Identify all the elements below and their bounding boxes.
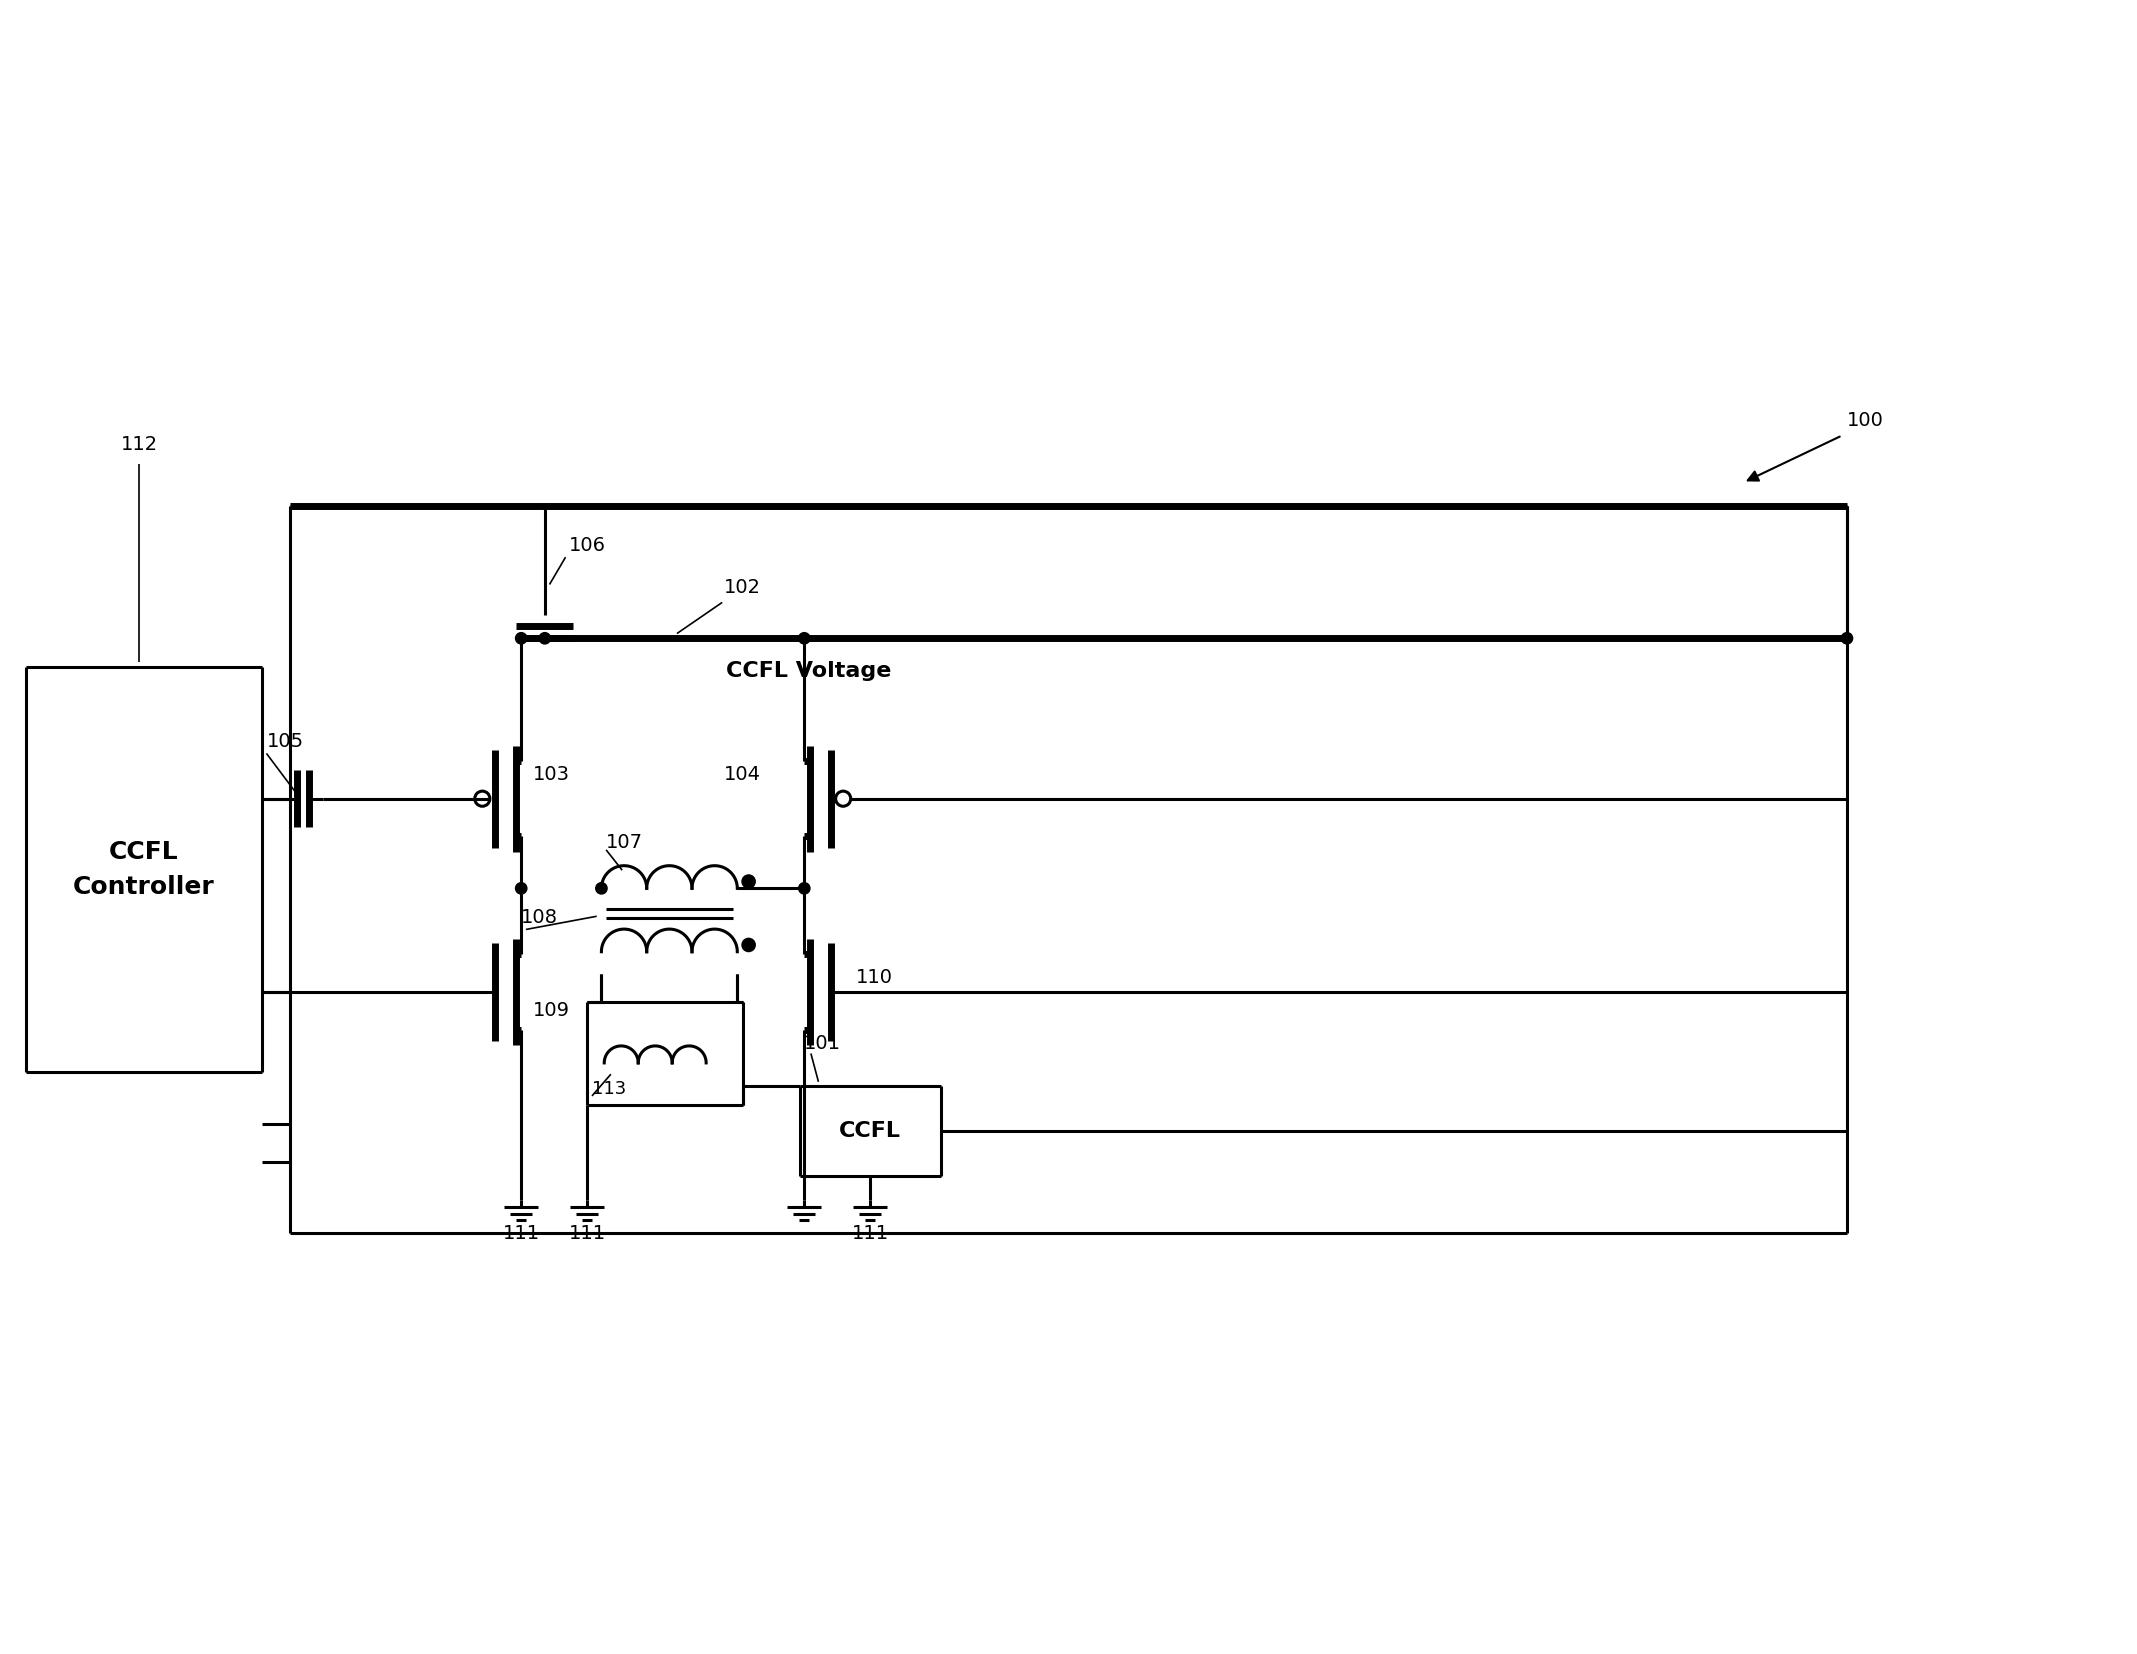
Circle shape [742,875,754,888]
Text: 111: 111 [853,1224,889,1244]
Circle shape [515,883,528,895]
Text: 100: 100 [1846,410,1885,430]
Text: 102: 102 [724,577,761,597]
Circle shape [1842,632,1853,643]
Text: 106: 106 [568,536,605,556]
Circle shape [742,938,754,951]
Text: CCFL: CCFL [840,1121,902,1141]
Text: 107: 107 [607,832,643,852]
Text: 108: 108 [521,908,558,926]
Text: 103: 103 [532,764,571,784]
Text: 105: 105 [267,731,303,751]
Text: 112: 112 [120,435,158,453]
Circle shape [799,883,810,895]
Circle shape [596,883,607,895]
Circle shape [799,632,810,643]
Text: 104: 104 [724,764,761,784]
Text: 101: 101 [804,1034,842,1052]
Circle shape [515,632,528,643]
Text: 111: 111 [502,1224,541,1244]
Text: CCFL Voltage: CCFL Voltage [727,662,891,681]
Circle shape [539,632,551,643]
Text: CCFL
Controller: CCFL Controller [73,840,214,900]
Text: 110: 110 [857,968,893,987]
Text: 111: 111 [568,1224,605,1244]
Text: 109: 109 [532,1001,571,1021]
Text: 113: 113 [592,1080,626,1098]
